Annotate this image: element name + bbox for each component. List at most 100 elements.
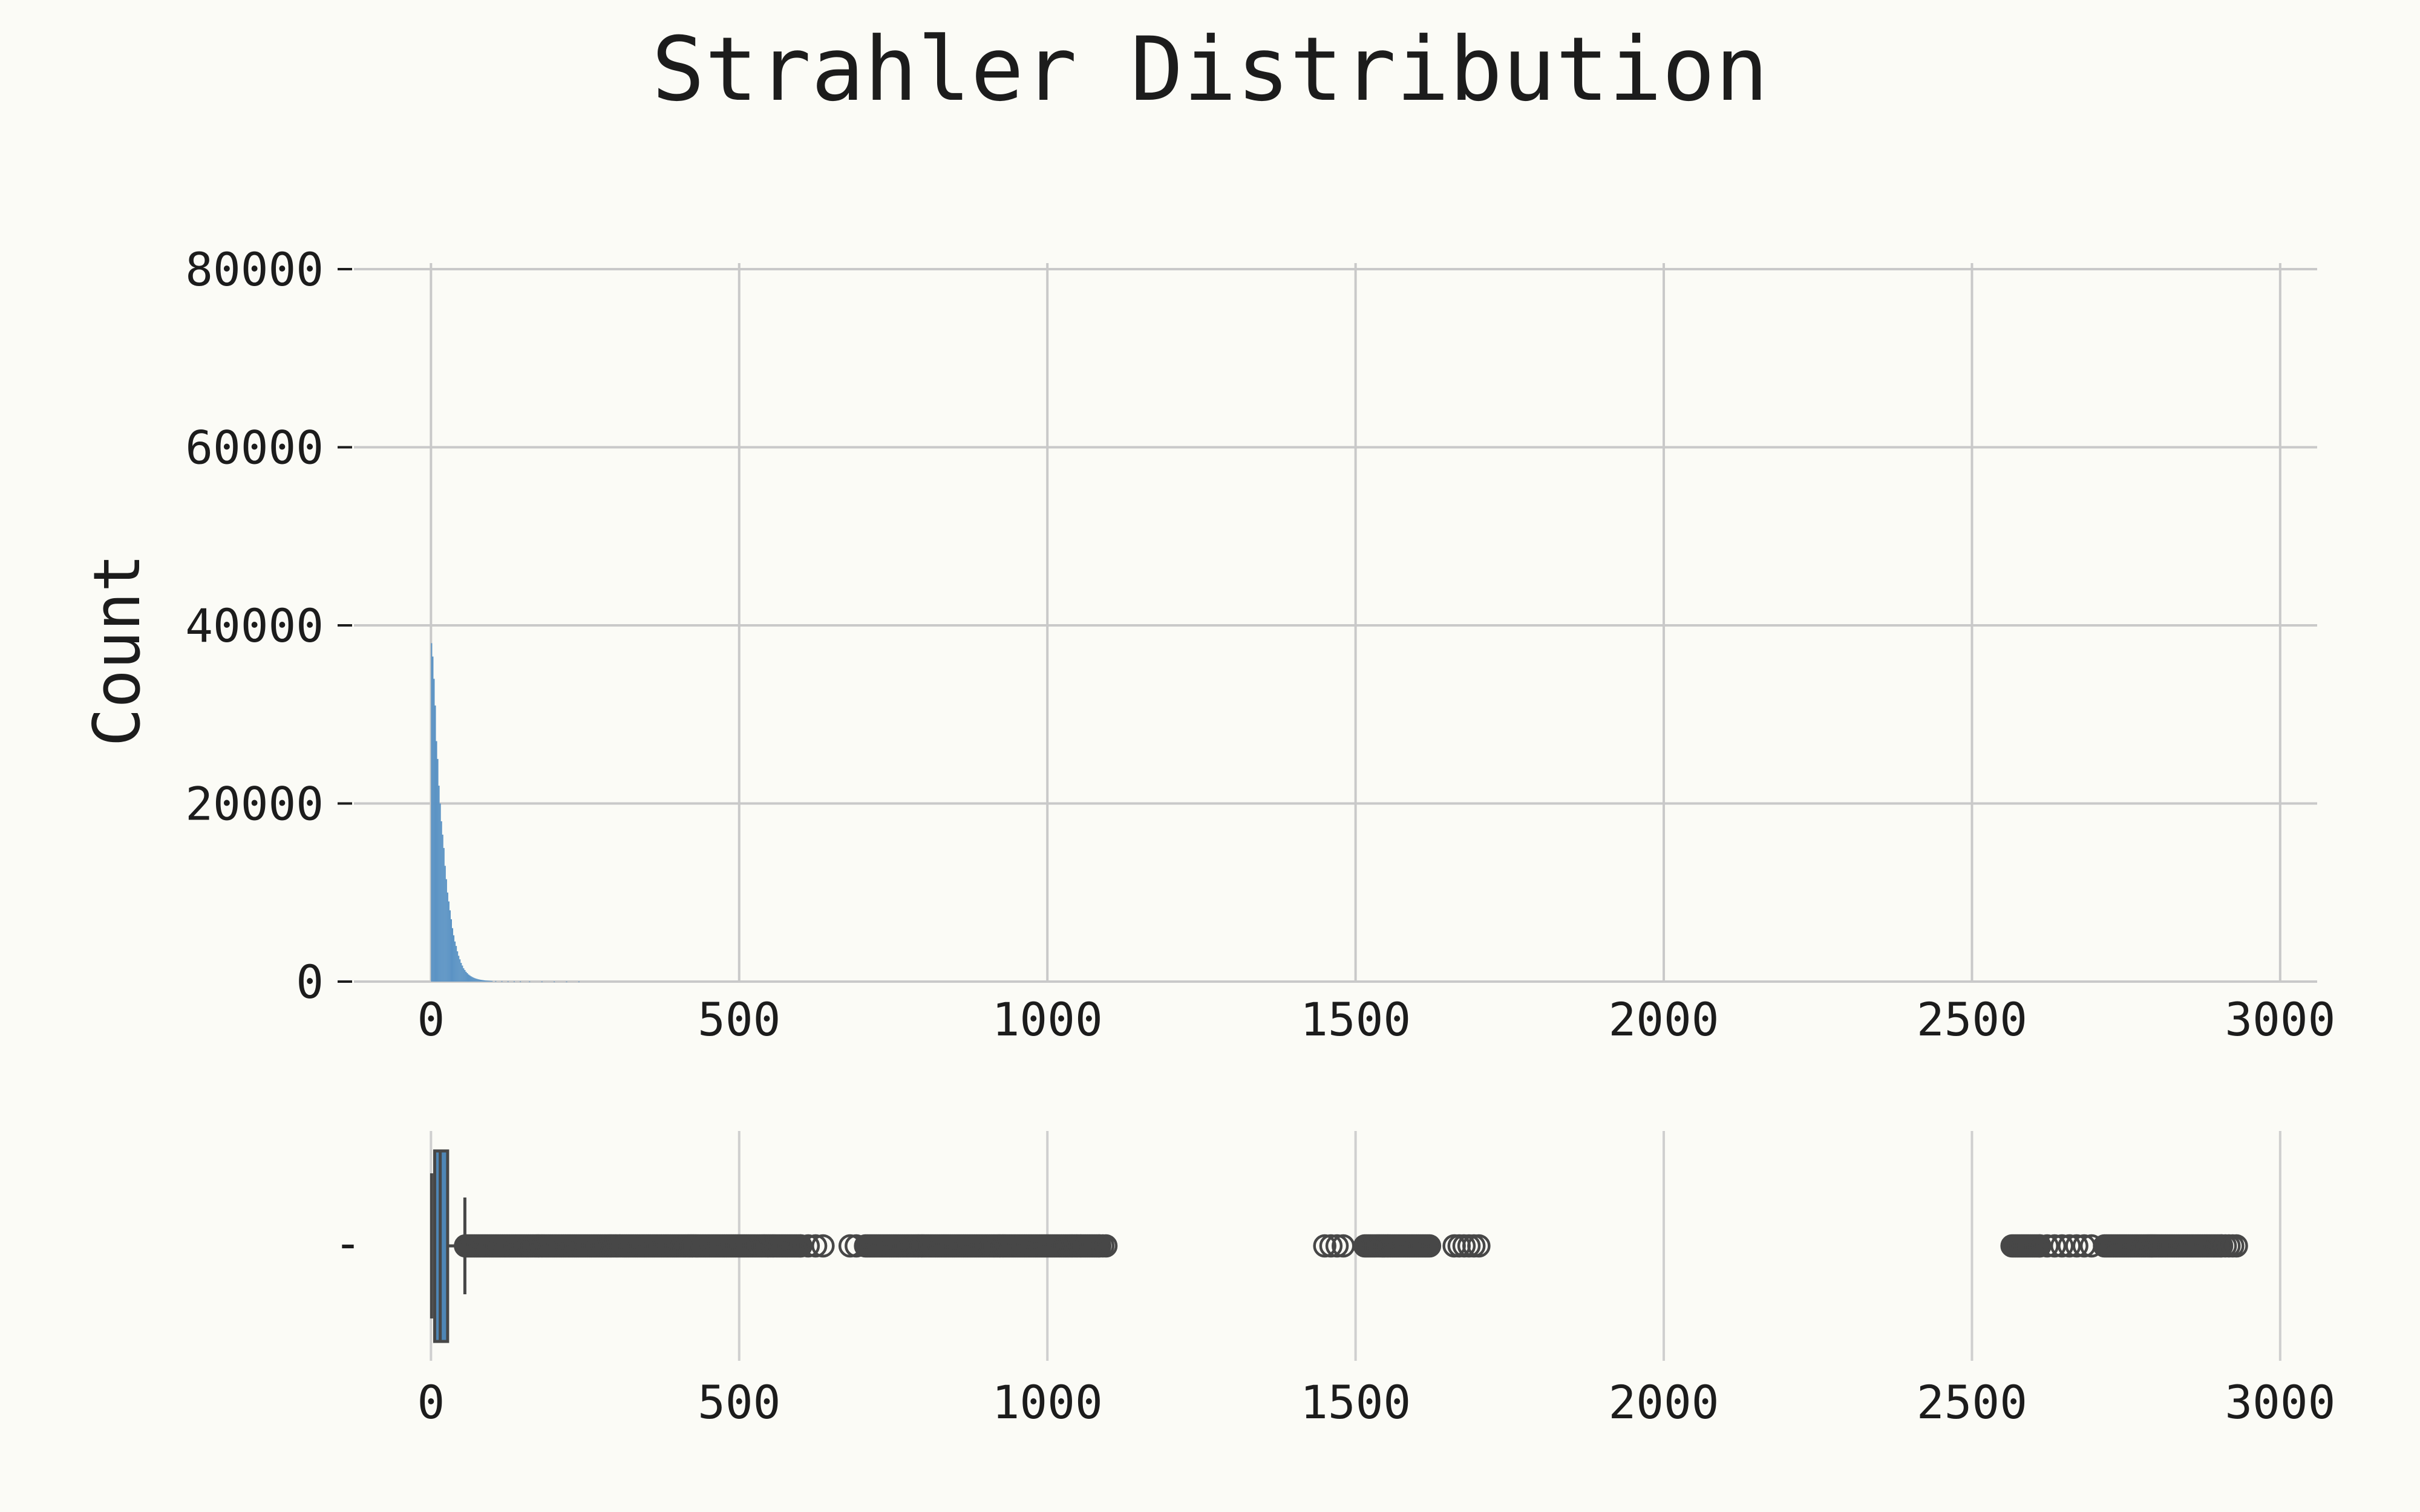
outlier-point: [1325, 1234, 1349, 1258]
box-x-tick-label-500: 500: [698, 1375, 780, 1429]
histogram-bars: [431, 643, 580, 982]
x-tick-label-3000: 3000: [2225, 992, 2335, 1046]
outlier-point: [811, 1234, 835, 1258]
histogram-bar: [469, 975, 471, 982]
histogram-bar: [473, 977, 474, 982]
histogram-bar: [474, 978, 476, 982]
histogram-bar: [448, 901, 450, 982]
histogram-bar: [444, 865, 446, 982]
y-tick-label-0: 0: [296, 955, 324, 1009]
histogram-bar: [495, 981, 497, 982]
x-tick-label-1000: 1000: [992, 992, 1103, 1046]
box-x-tick-label-2000: 2000: [1609, 1375, 1719, 1429]
histogram-bar: [446, 892, 448, 982]
x-tick-label-1500: 1500: [1300, 992, 1411, 1046]
histogram-bar: [438, 786, 440, 982]
outlier-point: [803, 1234, 828, 1258]
histogram-bar: [489, 980, 491, 982]
x-tick-label-500: 500: [698, 992, 780, 1046]
histogram-bar: [466, 973, 468, 982]
histogram-bar: [451, 928, 454, 982]
histogram-bar: [454, 941, 456, 982]
histogram-bar: [460, 963, 462, 982]
histogram-bar: [456, 946, 457, 982]
histogram-bar: [468, 974, 469, 982]
box-x-tick-label-2500: 2500: [1917, 1375, 2027, 1429]
histogram-bar: [459, 959, 461, 982]
outlier-point: [2035, 1234, 2059, 1258]
histogram-bar: [457, 951, 459, 982]
histogram-bar: [490, 980, 492, 982]
histogram-bar: [481, 980, 483, 982]
histogram-bar: [491, 980, 493, 982]
histogram-bar: [442, 835, 443, 982]
boxplot-outliers: [454, 1234, 2248, 1258]
outlier-point: [1313, 1234, 1336, 1258]
chart-title: Strahler Distribution: [652, 18, 1768, 121]
box-x-tick-label-3000: 3000: [2225, 1375, 2335, 1429]
histogram-x-ticks: 0 500 1000 1500 2000 2500 3000: [417, 992, 2335, 1046]
histogram-bar: [475, 978, 477, 982]
outlier-point: [796, 1234, 820, 1258]
histogram-bar: [480, 980, 482, 982]
histogram-bar: [476, 979, 478, 982]
histogram-bar: [477, 979, 479, 982]
histogram-bar: [440, 821, 442, 982]
boxplot-box: [430, 1149, 466, 1343]
histogram-y-ticks: 0 20000 40000 60000 80000: [185, 243, 352, 1009]
histogram-bar: [439, 803, 441, 982]
x-tick-label-0: 0: [417, 992, 445, 1046]
outlier-point: [2065, 1234, 2088, 1258]
histogram-bar: [479, 979, 480, 982]
box-y-tick-label: -: [334, 1216, 362, 1270]
histogram-bar: [443, 848, 445, 982]
outlier-point: [1418, 1234, 1442, 1258]
histogram-bar: [486, 980, 488, 982]
x-tick-label-2500: 2500: [1917, 992, 2027, 1046]
histogram-bar: [462, 965, 463, 982]
outlier-point: [2042, 1234, 2067, 1258]
histogram-bar: [471, 977, 473, 982]
histogram-bar: [436, 741, 437, 982]
histogram-bar: [488, 980, 489, 982]
histogram-bar: [463, 968, 465, 982]
histogram-bar: [501, 981, 503, 982]
outlier-point: [2225, 1234, 2248, 1258]
histogram-bar: [453, 935, 455, 982]
y-tick-label-40000: 40000: [185, 599, 324, 653]
histogram-bar: [465, 971, 467, 982]
histogram-bar: [432, 656, 434, 982]
histogram-grid: [354, 263, 2317, 983]
y-tick-label-60000: 60000: [185, 421, 324, 475]
x-tick-label-2000: 2000: [1609, 992, 1719, 1046]
histogram-bar: [431, 643, 433, 982]
box-x-tick-label-0: 0: [417, 1375, 445, 1429]
histogram-bar: [433, 679, 435, 982]
outlier-point: [2028, 1234, 2052, 1258]
box-x-tick-label-1500: 1500: [1300, 1375, 1411, 1429]
histogram-bar: [458, 956, 460, 982]
y-tick-label-20000: 20000: [185, 777, 324, 831]
histogram-bar: [450, 919, 452, 982]
histogram-bar: [482, 980, 484, 982]
histogram-bar: [434, 705, 436, 982]
histogram-bar: [485, 980, 487, 982]
histogram-bar: [507, 981, 509, 982]
histogram-bar: [464, 969, 466, 982]
histogram-bar: [483, 980, 486, 982]
histogram-bar: [445, 879, 447, 982]
boxplot-x-ticks: 0 500 1000 1500 2000 2500 3000: [417, 1375, 2335, 1429]
boxplot-y-ticks: -: [334, 1216, 362, 1270]
outlier-point: [789, 1234, 813, 1258]
histogram-bar: [470, 976, 472, 982]
outlier-point: [1319, 1234, 1343, 1258]
outlier-point: [2058, 1234, 2081, 1258]
outlier-point: [1094, 1234, 1118, 1258]
y-tick-label-80000: 80000: [185, 243, 324, 296]
histogram-bar: [437, 758, 439, 982]
box-x-tick-label-1000: 1000: [992, 1375, 1103, 1429]
outlier-point: [2050, 1234, 2074, 1258]
outlier-point: [1467, 1234, 1491, 1258]
